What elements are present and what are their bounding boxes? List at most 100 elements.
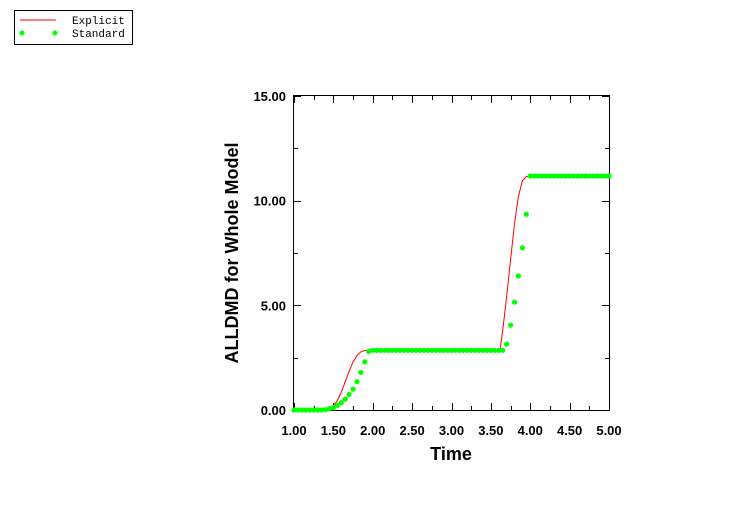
series-standard-point [326, 406, 332, 412]
y-tick-label: 10.00 [253, 194, 286, 209]
series-standard-point [511, 299, 518, 305]
series-standard-point [472, 347, 478, 353]
series-standard-point [523, 211, 529, 217]
x-axis-title: Time [430, 444, 472, 464]
series-standard-point [334, 402, 340, 408]
series-standard-point [515, 273, 522, 279]
series-standard-point [500, 347, 506, 353]
series-standard-point [319, 407, 325, 413]
series-standard-point [330, 404, 336, 411]
series-standard-point [578, 173, 585, 179]
series-standard-point [582, 173, 589, 179]
series-standard-point [338, 400, 344, 406]
y-axis: 0.00 5.00 10.00 15.00 [253, 89, 609, 418]
x-tick-label: 3.00 [439, 423, 464, 438]
series-standard-point [401, 347, 407, 353]
series-standard-point [527, 173, 533, 179]
legend-explicit-label: Explicit [72, 16, 125, 28]
series-standard-point [389, 347, 395, 353]
legend: Explicit Standard [14, 10, 133, 45]
series-standard-point [519, 245, 526, 251]
series-standard-point [543, 173, 549, 179]
series-standard-point [504, 341, 510, 347]
series-standard-point [299, 407, 305, 413]
series-standard-point [433, 347, 439, 353]
series-standard-point [460, 347, 466, 353]
series-standard-point [484, 347, 490, 353]
plot-area [291, 173, 612, 413]
x-tick-label: 1.50 [321, 423, 346, 438]
series-standard-point [393, 347, 399, 353]
series-standard-point [448, 347, 455, 353]
series-standard-point [586, 173, 592, 179]
series-standard-point [382, 347, 388, 353]
x-axis: 1.00 1.50 2.00 2.50 3.00 3.50 4.00 4.50 5.00 [281, 96, 622, 438]
series-standard-point [307, 407, 313, 413]
series-standard-point [315, 407, 321, 413]
legend-standard-dot-1 [19, 30, 25, 36]
series-standard-point [421, 347, 427, 353]
series-standard-point [378, 347, 384, 353]
series-standard-point [574, 173, 581, 179]
series-standard-point [480, 347, 486, 353]
series-standard-point [508, 322, 514, 328]
series-standard-point [567, 173, 573, 179]
series-explicit-line [294, 175, 609, 411]
series-standard-point [598, 173, 604, 179]
series-standard-point [602, 173, 608, 179]
series-standard-point [468, 347, 474, 353]
legend-standard-label: Standard [72, 29, 125, 41]
series-standard-point [425, 347, 431, 353]
series-standard-point [535, 173, 541, 179]
x-tick-label: 4.00 [518, 423, 543, 438]
x-tick-label: 5.00 [596, 423, 621, 438]
series-standard-point [429, 347, 435, 353]
series-standard-point [397, 347, 403, 353]
series-standard-point [370, 347, 376, 353]
series-standard-point [413, 347, 419, 353]
series-standard-point [311, 407, 317, 413]
series-standard-point [385, 347, 392, 353]
series-standard-point [594, 173, 600, 179]
series-standard-point [456, 347, 462, 353]
y-tick-label: 5.00 [261, 298, 286, 313]
series-standard-point [476, 347, 482, 353]
x-tick-label: 2.00 [360, 423, 385, 438]
series-standard-point [445, 347, 451, 353]
series-standard-point [417, 347, 423, 353]
series-standard-point [362, 359, 368, 365]
series-standard-point [405, 347, 411, 353]
series-standard-point [590, 173, 596, 179]
series-standard-point [492, 347, 498, 353]
x-tick-label: 4.50 [557, 423, 582, 438]
x-tick-label: 3.50 [478, 423, 503, 438]
series-standard-point [291, 407, 297, 413]
y-tick-label: 15.00 [253, 89, 286, 104]
series-standard-point [555, 173, 561, 179]
series-standard-point [571, 173, 577, 179]
series-standard-point [374, 347, 380, 353]
y-axis-title: ALLDMD for Whole Model [222, 143, 242, 364]
series-standard-point [354, 379, 360, 385]
series-standard-point [531, 173, 537, 179]
series-standard-point [322, 407, 329, 413]
y-tick-label: 0.00 [261, 403, 286, 418]
series-standard-point [452, 347, 458, 353]
legend-standard-dot-2 [52, 30, 58, 36]
series-standard-point [342, 396, 348, 402]
series-standard-point [464, 347, 470, 353]
series-standard-point [437, 347, 443, 353]
series-standard-point [563, 173, 569, 179]
series-standard-point [366, 348, 372, 354]
series-standard-point [606, 173, 612, 179]
series-standard-point [295, 407, 301, 413]
series-standard-point [539, 173, 545, 179]
series-standard-point [303, 407, 309, 413]
series-standard-point [496, 347, 502, 353]
x-tick-label: 2.50 [399, 423, 424, 438]
series-standard-point [409, 347, 415, 353]
series-standard-point [346, 391, 352, 398]
plot-frame [293, 95, 610, 411]
series-standard-point [350, 386, 356, 392]
